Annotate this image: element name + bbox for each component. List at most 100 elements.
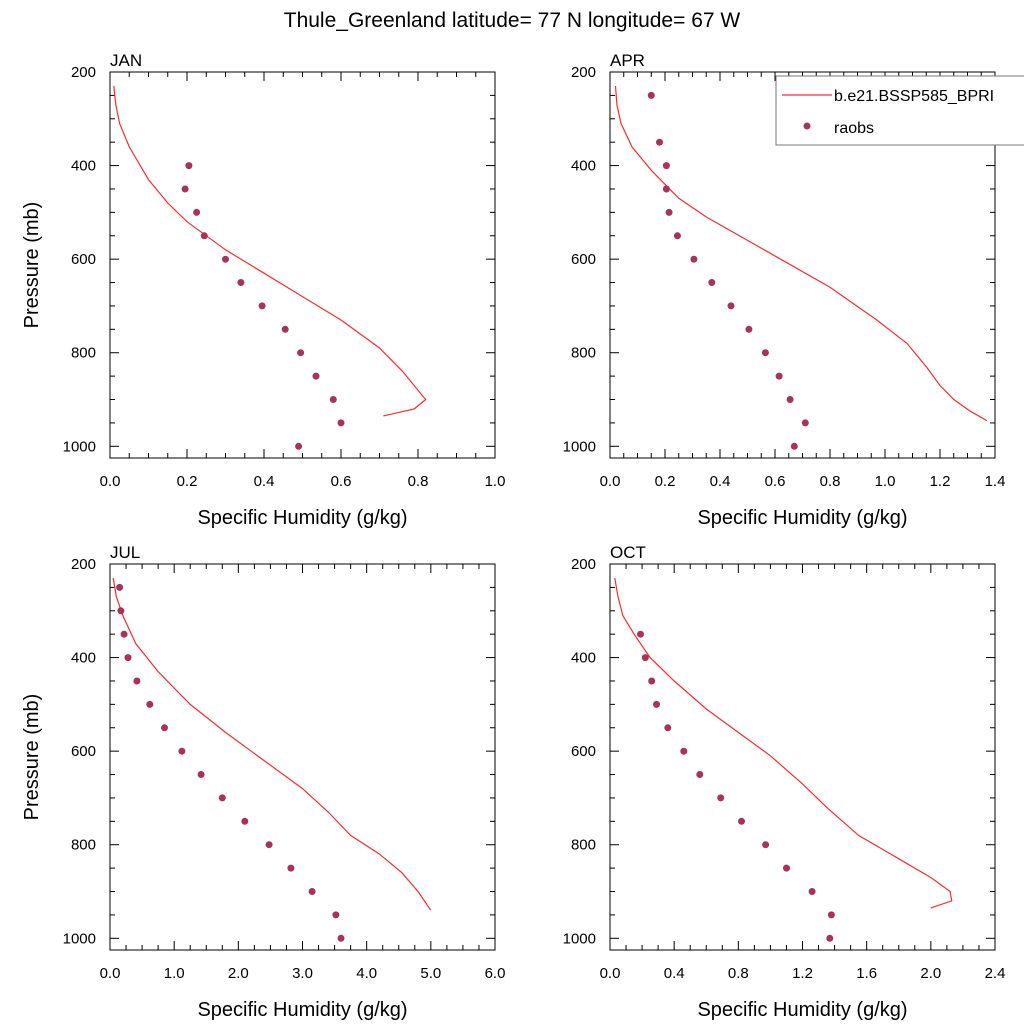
raobs-point xyxy=(185,162,193,170)
x-tick-label: 6.0 xyxy=(485,965,506,982)
raobs-point xyxy=(197,771,205,778)
y-tick-label: 400 xyxy=(571,158,596,175)
x-tick-label: 2.0 xyxy=(228,965,249,982)
y-tick-label: 1000 xyxy=(563,930,596,947)
raobs-point xyxy=(727,302,735,310)
x-tick-label: 1.2 xyxy=(930,473,951,490)
x-tick-label: 0.8 xyxy=(820,473,841,490)
panel-jan: JAN 0.0 0.2 0.4 0.6 0.8 1.0 200 400 600 800 1000 Spe… xyxy=(21,51,505,529)
raobs-point xyxy=(308,888,316,895)
raobs-point xyxy=(786,396,794,403)
raobs-point xyxy=(826,934,834,942)
legend-label-raobs: raobs xyxy=(834,120,874,137)
x-axis-label: Specific Humidity (g/kg) xyxy=(197,999,407,1021)
x-tick-label: 0.0 xyxy=(100,473,121,490)
panel-title: JAN xyxy=(110,51,142,70)
raobs-point xyxy=(287,864,295,872)
raobs-point xyxy=(312,372,320,380)
x-tick-label: 0.0 xyxy=(600,473,621,490)
x-tick-label: 0.4 xyxy=(664,965,685,982)
raobs-point xyxy=(281,325,289,333)
y-tick-label: 400 xyxy=(571,650,596,667)
y-tick-label: 600 xyxy=(71,743,96,760)
raobs-point xyxy=(648,677,656,685)
raobs-point xyxy=(133,677,141,685)
x-tick-label: 4.0 xyxy=(356,965,377,982)
y-tick-label: 200 xyxy=(71,64,96,81)
raobs-point xyxy=(116,583,124,591)
y-tick-label: 400 xyxy=(71,158,96,175)
raobs-point xyxy=(218,794,226,802)
x-axis-label: Specific Humidity (g/kg) xyxy=(697,507,907,529)
raobs-point xyxy=(690,255,698,263)
raobs-point xyxy=(241,817,249,825)
raobs-point xyxy=(775,372,783,380)
x-tick-label: 1.0 xyxy=(485,473,506,490)
y-tick-label: 1000 xyxy=(563,438,596,455)
raobs-point xyxy=(124,654,132,662)
panels: JAN 0.0 0.2 0.4 0.6 0.8 1.0 200 400 600 800 1000 Spe… xyxy=(21,51,1005,1021)
raobs-point xyxy=(222,255,229,263)
y-tick-label: 600 xyxy=(571,251,596,268)
x-tick-label: 0.8 xyxy=(408,473,429,490)
legend-box xyxy=(775,75,1024,146)
y-tick-label: 400 xyxy=(71,650,96,667)
y-tick-label: 800 xyxy=(571,837,596,854)
x-tick-label: 2.0 xyxy=(920,965,941,982)
figure-title: Thule_Greenland latitude= 77 N longitude… xyxy=(284,9,741,32)
raobs-point xyxy=(745,325,753,333)
series-line-model xyxy=(614,85,988,422)
x-tick-label: 0.0 xyxy=(600,965,621,982)
y-tick-label: 200 xyxy=(571,64,596,81)
raobs-point xyxy=(662,162,670,170)
raobs-point xyxy=(653,700,660,708)
plot-frame xyxy=(109,563,496,951)
legend-label-model: b.e21.BSSP585_BPRI xyxy=(834,88,994,105)
raobs-point xyxy=(783,864,790,872)
raobs-point xyxy=(673,232,681,240)
panel-title: OCT xyxy=(610,543,646,562)
y-axis-label: Pressure (mb) xyxy=(21,694,43,821)
panel-jul: JUL 0.0 1.0 2.0 3.0 4.0 5.0 6.0 200 400 600 800 1000… xyxy=(21,543,505,1021)
x-axis-label: Specific Humidity (g/kg) xyxy=(197,507,407,529)
x-tick-label: 0.4 xyxy=(254,473,275,490)
x-tick-label: 0.4 xyxy=(710,473,731,490)
raobs-point xyxy=(297,349,305,357)
raobs-point xyxy=(647,91,655,99)
x-tick-label: 1.2 xyxy=(792,965,813,982)
x-tick-label: 1.0 xyxy=(875,473,896,490)
raobs-point xyxy=(801,419,809,427)
x-tick-label: 0.0 xyxy=(100,965,121,982)
raobs-point xyxy=(680,747,688,755)
x-tick-label: 1.0 xyxy=(164,965,185,982)
x-tick-label: 1.6 xyxy=(856,965,877,982)
y-tick-label: 800 xyxy=(71,837,96,854)
raobs-point xyxy=(237,279,245,286)
raobs-point xyxy=(637,630,644,638)
raobs-point xyxy=(827,911,835,919)
raobs-point xyxy=(656,138,663,146)
x-tick-label: 1.4 xyxy=(985,473,1006,490)
plot-frame xyxy=(609,563,996,951)
x-tick-label: 0.6 xyxy=(765,473,786,490)
y-tick-label: 1000 xyxy=(63,438,96,455)
raobs-point xyxy=(664,724,672,732)
raobs-point xyxy=(200,232,208,240)
raobs-point xyxy=(808,888,816,895)
legend: b.e21.BSSP585_BPRI raobs xyxy=(775,75,1024,146)
y-axis-label: Pressure (mb) xyxy=(21,202,43,329)
raobs-point xyxy=(178,747,186,755)
raobs-point xyxy=(337,934,345,942)
y-tick-label: 800 xyxy=(71,345,96,362)
raobs-point xyxy=(332,911,340,919)
raobs-point xyxy=(665,208,673,216)
y-tick-label: 200 xyxy=(571,556,596,573)
raobs-point xyxy=(258,302,266,310)
y-tick-label: 600 xyxy=(571,743,596,760)
series-line-model xyxy=(112,577,432,911)
raobs-point xyxy=(790,442,798,450)
raobs-point xyxy=(295,442,303,450)
series-line-model xyxy=(614,577,953,909)
raobs-point xyxy=(717,794,725,802)
